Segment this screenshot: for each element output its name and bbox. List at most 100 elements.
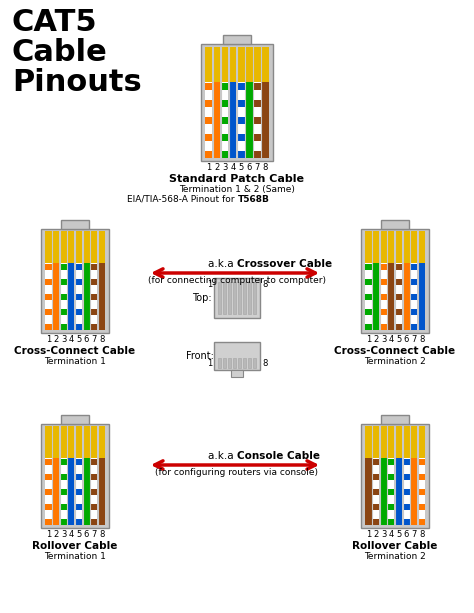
Text: Termination 2: Termination 2 bbox=[364, 552, 426, 561]
Bar bbox=[45, 231, 52, 262]
Bar bbox=[395, 426, 402, 457]
Text: 5: 5 bbox=[396, 335, 401, 344]
Bar bbox=[75, 489, 82, 495]
Text: a.k.a: a.k.a bbox=[208, 451, 237, 461]
Bar bbox=[373, 457, 379, 525]
Text: 7: 7 bbox=[91, 530, 97, 539]
Bar bbox=[75, 324, 82, 330]
Bar bbox=[411, 264, 417, 270]
Bar bbox=[75, 294, 82, 300]
Bar bbox=[419, 459, 425, 465]
Bar bbox=[60, 426, 67, 457]
Bar bbox=[237, 47, 245, 82]
Bar bbox=[254, 151, 261, 158]
Bar bbox=[60, 459, 67, 465]
Text: Crossover Cable: Crossover Cable bbox=[237, 259, 332, 269]
Text: 1: 1 bbox=[207, 359, 212, 368]
Bar bbox=[53, 262, 59, 330]
Text: 7: 7 bbox=[411, 530, 417, 539]
Bar bbox=[45, 309, 52, 315]
Bar bbox=[262, 82, 269, 158]
Bar bbox=[373, 489, 379, 495]
Bar bbox=[373, 504, 379, 510]
Text: 8: 8 bbox=[99, 530, 104, 539]
Bar bbox=[221, 134, 228, 142]
Bar bbox=[403, 474, 410, 480]
Text: 8: 8 bbox=[419, 335, 424, 344]
Bar bbox=[75, 309, 82, 315]
Bar bbox=[395, 231, 402, 262]
Text: Front:: Front: bbox=[186, 351, 214, 361]
Bar bbox=[403, 457, 410, 525]
Bar bbox=[75, 474, 82, 480]
Bar bbox=[237, 100, 245, 107]
Bar bbox=[45, 262, 52, 330]
Bar bbox=[91, 231, 97, 262]
Bar bbox=[45, 294, 52, 300]
Bar bbox=[205, 82, 212, 158]
Bar bbox=[201, 44, 273, 161]
Bar bbox=[221, 117, 228, 124]
Bar bbox=[395, 294, 402, 300]
Bar bbox=[388, 474, 394, 480]
Bar bbox=[233, 358, 236, 368]
Bar bbox=[205, 100, 212, 107]
Text: 1: 1 bbox=[46, 530, 51, 539]
Bar bbox=[83, 262, 90, 330]
Text: 8: 8 bbox=[99, 335, 104, 344]
Bar bbox=[361, 229, 429, 333]
Bar bbox=[373, 426, 379, 457]
Bar bbox=[75, 457, 82, 525]
Text: 3: 3 bbox=[381, 530, 386, 539]
Bar bbox=[91, 489, 97, 495]
Text: Rollover Cable: Rollover Cable bbox=[352, 541, 438, 551]
Bar bbox=[254, 100, 261, 107]
Bar bbox=[419, 489, 425, 495]
Text: (for configuring routers via console): (for configuring routers via console) bbox=[155, 468, 319, 477]
Bar bbox=[98, 231, 105, 262]
Bar bbox=[45, 489, 52, 495]
Bar bbox=[237, 82, 245, 158]
Bar bbox=[388, 262, 394, 330]
Bar bbox=[60, 489, 67, 495]
Bar bbox=[205, 47, 212, 82]
Bar bbox=[365, 324, 372, 330]
Text: Rollover Cable: Rollover Cable bbox=[32, 541, 118, 551]
Bar bbox=[60, 231, 67, 262]
Text: 2: 2 bbox=[374, 530, 379, 539]
Bar bbox=[382, 415, 409, 424]
Bar bbox=[419, 231, 425, 262]
Bar bbox=[243, 282, 246, 314]
Bar bbox=[221, 151, 228, 158]
Bar bbox=[411, 294, 417, 300]
Bar bbox=[53, 426, 59, 457]
Text: 1: 1 bbox=[46, 335, 51, 344]
Bar bbox=[373, 231, 379, 262]
Bar bbox=[238, 358, 241, 368]
Text: Cross-Connect Cable: Cross-Connect Cable bbox=[14, 346, 136, 356]
Text: 1: 1 bbox=[366, 530, 371, 539]
Bar bbox=[41, 424, 109, 528]
Bar bbox=[60, 294, 67, 300]
Bar bbox=[248, 358, 251, 368]
Bar bbox=[380, 324, 387, 330]
Text: 7: 7 bbox=[91, 335, 97, 344]
Bar bbox=[98, 262, 105, 330]
Bar bbox=[60, 309, 67, 315]
Bar bbox=[228, 282, 231, 314]
Bar bbox=[223, 358, 226, 368]
Bar bbox=[238, 282, 241, 314]
Bar bbox=[91, 504, 97, 510]
Bar bbox=[83, 426, 90, 457]
Bar bbox=[373, 459, 379, 465]
Bar bbox=[91, 457, 97, 525]
Bar bbox=[223, 35, 251, 44]
Text: Console Cable: Console Cable bbox=[237, 451, 320, 461]
Bar bbox=[365, 264, 372, 270]
Bar bbox=[62, 415, 89, 424]
Text: 5: 5 bbox=[76, 335, 82, 344]
Bar bbox=[75, 264, 82, 270]
Bar bbox=[403, 231, 410, 262]
Bar bbox=[411, 309, 417, 315]
Bar bbox=[361, 424, 429, 528]
